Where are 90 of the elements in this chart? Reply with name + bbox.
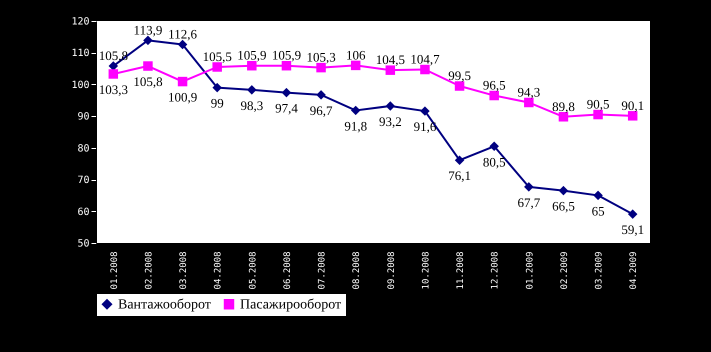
point [628, 111, 638, 121]
data-label: 98,3 [240, 98, 264, 113]
data-label: 93,2 [378, 114, 402, 129]
point [178, 76, 188, 86]
data-label: 100,9 [168, 90, 198, 105]
data-label: 105,5 [202, 48, 232, 64]
point [628, 209, 638, 219]
data-label: 99 [210, 96, 224, 111]
data-label: 90,5 [586, 96, 610, 112]
point [316, 62, 326, 72]
point [247, 85, 257, 95]
data-label: 97,4 [275, 100, 298, 116]
point [212, 62, 222, 72]
point [143, 61, 153, 71]
data-label: 104,7 [410, 52, 440, 67]
point [212, 82, 222, 92]
data-label: 106 [346, 47, 366, 62]
point [420, 106, 430, 116]
x-tick-label: 09.2008 [386, 252, 397, 290]
data-label: 105,8 [133, 74, 163, 90]
data-label: 67,7 [517, 194, 541, 210]
x-tick-label: 03.2009 [594, 252, 605, 290]
data-label: 65 [592, 203, 605, 218]
x-tick-label: 02.2009 [560, 252, 570, 290]
x-tick-label: 04.2009 [629, 252, 640, 290]
data-label: 59,1 [621, 222, 644, 238]
data-label: 76,1 [448, 168, 471, 184]
data-label: 105,9 [237, 48, 266, 63]
data-label: 103,3 [98, 82, 128, 97]
point [108, 61, 118, 71]
y-tick-label: 110 [71, 48, 90, 60]
data-label: 112,6 [168, 26, 198, 42]
x-tick-label: 08.2008 [352, 252, 362, 290]
point [454, 81, 464, 91]
data-label: 99,5 [448, 68, 471, 84]
point [489, 142, 499, 152]
point [420, 64, 430, 74]
y-tick-label: 80 [77, 143, 90, 154]
y-tick-label: 60 [77, 206, 90, 218]
point [350, 106, 360, 116]
point [558, 112, 568, 122]
point [316, 90, 326, 100]
data-label: 96,5 [482, 78, 506, 93]
point [143, 36, 153, 46]
point [386, 101, 396, 111]
x-tick-label: 01.2009 [525, 252, 536, 290]
point [178, 40, 188, 50]
point [489, 90, 499, 100]
data-label: 66,5 [552, 198, 575, 214]
data-label: 113,9 [134, 22, 162, 38]
x-tick-label: 10.2008 [421, 252, 432, 290]
data-label: 80,5 [482, 154, 506, 170]
data-label: 94,3 [517, 84, 540, 100]
data-label: 104,5 [376, 52, 405, 68]
y-tick-label: 70 [77, 175, 90, 186]
point [350, 60, 360, 70]
data-label: 105,8 [98, 48, 128, 64]
point [454, 155, 464, 165]
data-label: 89,8 [552, 98, 575, 114]
point [108, 69, 118, 79]
point [282, 60, 292, 70]
x-tick-label: 12.2008 [490, 252, 501, 290]
point [386, 65, 396, 75]
x-tick-label: 06.2008 [282, 252, 293, 290]
point [247, 60, 257, 70]
point [524, 182, 534, 192]
data-label: 105,3 [306, 50, 336, 65]
y-tick-label: 50 [77, 238, 90, 250]
x-tick-label: 11.2008 [456, 252, 466, 290]
point [558, 186, 568, 196]
point [282, 88, 292, 98]
legend-label: Пасажирооборот [240, 297, 342, 312]
x-tick-label: 07.2008 [318, 252, 328, 290]
legend-label: Вантажооборот [118, 297, 211, 312]
x-tick-label: 03.2008 [179, 252, 190, 290]
x-tick-label: 01.2008 [110, 252, 120, 290]
data-label: 96,7 [310, 102, 333, 118]
data-label: 105,9 [272, 48, 302, 63]
point [524, 98, 534, 108]
x-tick-label: 02.2008 [144, 252, 154, 290]
y-tick-label: 120 [71, 16, 90, 28]
y-tick-label: 90 [77, 112, 90, 123]
point [593, 110, 603, 120]
data-label: 90,1 [621, 98, 644, 113]
x-tick-label: 05.2008 [248, 252, 258, 290]
point [593, 190, 603, 200]
y-tick-label: 100 [71, 80, 90, 91]
data-label: 91,8 [344, 118, 368, 134]
data-label: 91,6 [414, 119, 437, 134]
x-tick-label: 04.2008 [214, 252, 224, 290]
